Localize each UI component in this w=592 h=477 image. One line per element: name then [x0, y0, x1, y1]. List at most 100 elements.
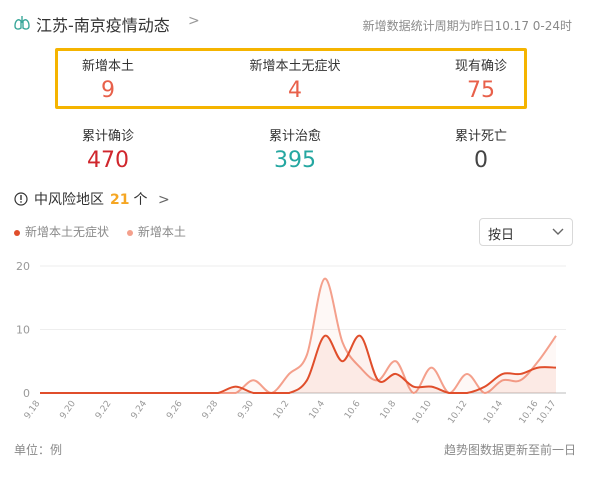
series-area — [40, 335, 556, 393]
risk-area-count: 21 — [110, 192, 130, 208]
data-point — [466, 392, 468, 394]
stat-value: 470 — [87, 148, 129, 173]
data-point — [448, 392, 450, 394]
data-point — [377, 380, 379, 382]
chevron-right-icon: > — [157, 192, 170, 208]
stat-label: 现有确诊 — [454, 59, 507, 74]
series-line — [39, 334, 557, 395]
stat-value: 75 — [467, 78, 495, 103]
period-select[interactable]: 按日 — [479, 218, 573, 246]
stat-new-asymptomatic: 新增本土无症状 4 — [220, 55, 370, 103]
x-tick-label: 9.22 — [94, 399, 114, 421]
data-point — [271, 392, 273, 394]
stat-value: 4 — [288, 78, 302, 103]
trend-chart: 0 10 20 9.18 9.20 9.22 9.24 9.26 9.28 9.30 10.2 10… — [16, 260, 566, 426]
x-tick-label: 9.20 — [58, 399, 78, 421]
x-tick-label: 10.8 — [379, 399, 399, 421]
data-point — [75, 392, 77, 394]
card-header[interactable]: 江苏-南京疫情动态 > 新增数据统计周期为昨日10.17 0-24时 — [14, 8, 578, 36]
data-point — [466, 373, 468, 375]
x-tick-label: 10.12 — [447, 399, 470, 426]
y-tick-label: 20 — [16, 260, 30, 273]
data-point — [484, 386, 486, 388]
data-point — [395, 373, 397, 375]
page-title: 江苏-南京疫情动态 — [36, 16, 170, 35]
data-point — [537, 367, 539, 369]
data-point — [128, 392, 130, 394]
data-point — [306, 354, 308, 356]
chevron-right-icon[interactable]: > — [188, 13, 200, 29]
x-tick-label: 10.6 — [343, 399, 363, 421]
x-tick-label: 10.2 — [272, 399, 292, 421]
x-tick-label: 10.14 — [482, 399, 505, 426]
x-tick-label: 9.30 — [236, 399, 256, 421]
data-point — [199, 392, 201, 394]
legend-item-new-local[interactable]: 新增本土 — [126, 225, 186, 239]
x-tick-label: 9.24 — [130, 399, 150, 421]
stat-label: 新增本土 — [81, 59, 134, 74]
data-point — [288, 373, 290, 375]
y-tick-label: 10 — [16, 324, 30, 337]
data-point — [555, 335, 557, 337]
series-area — [40, 278, 556, 393]
stat-value: 0 — [474, 148, 488, 173]
legend-label: 新增本土 — [137, 225, 186, 239]
y-tick-label: 0 — [23, 387, 30, 400]
x-tick-label: 10.10 — [411, 399, 434, 426]
update-note: 新增数据统计周期为昨日10.17 0-24时 — [362, 19, 572, 33]
data-point — [288, 392, 290, 394]
data-point — [146, 392, 148, 394]
x-tick-label: 10.4 — [307, 399, 327, 421]
data-point — [431, 367, 433, 369]
data-point — [253, 380, 255, 382]
x-tick-label: 10.17 — [535, 399, 558, 426]
data-point — [57, 392, 59, 394]
risk-area-unit: 个 — [133, 192, 148, 208]
data-point — [359, 335, 361, 337]
unit-label: 单位：例 — [14, 443, 63, 457]
update-footnote: 趋势图数据更新至前一日 — [443, 443, 576, 457]
data-point — [431, 386, 433, 388]
x-tick-label: 9.26 — [165, 399, 185, 421]
stat-label: 累计治愈 — [268, 129, 321, 144]
data-point — [235, 386, 237, 388]
data-point — [324, 278, 326, 280]
highlight-box — [55, 48, 527, 109]
stat-total-cured: 累计治愈 395 — [220, 125, 370, 173]
risk-area-label: 中风险地区 — [34, 192, 104, 208]
data-point — [306, 380, 308, 382]
info-icon — [14, 192, 28, 206]
legend-item-asymptomatic[interactable]: 新增本土无症状 — [14, 225, 109, 239]
data-point — [93, 392, 95, 394]
legend-dot-icon — [14, 229, 20, 236]
stat-current-confirmed: 现有确诊 75 — [406, 55, 556, 103]
legend-dot-icon — [126, 229, 133, 236]
data-point — [39, 392, 41, 394]
stat-label: 新增本土无症状 — [249, 59, 341, 74]
data-point — [413, 386, 415, 388]
data-point — [395, 360, 397, 362]
lungs-icon — [14, 16, 30, 30]
stat-value: 395 — [274, 148, 316, 173]
period-select-value: 按日 — [488, 228, 515, 243]
data-point — [182, 392, 184, 394]
data-point — [164, 392, 166, 394]
data-point — [502, 373, 504, 375]
data-point — [217, 392, 219, 394]
data-point — [253, 392, 255, 394]
stat-label: 累计死亡 — [454, 129, 507, 144]
data-point — [110, 392, 112, 394]
data-point — [342, 341, 344, 343]
risk-area-link[interactable]: 中风险地区 21 个 > — [14, 189, 170, 209]
stat-value: 9 — [101, 78, 115, 103]
chevron-down-icon — [552, 228, 564, 235]
x-tick-label: 9.18 — [23, 399, 43, 421]
data-point — [342, 360, 344, 362]
data-point — [520, 373, 522, 375]
data-point — [555, 367, 557, 369]
stat-total-confirmed: 累计确诊 470 — [33, 125, 183, 173]
x-tick-label: 9.28 — [201, 399, 221, 421]
data-point — [324, 335, 326, 337]
stat-total-deaths: 累计死亡 0 — [406, 125, 556, 173]
